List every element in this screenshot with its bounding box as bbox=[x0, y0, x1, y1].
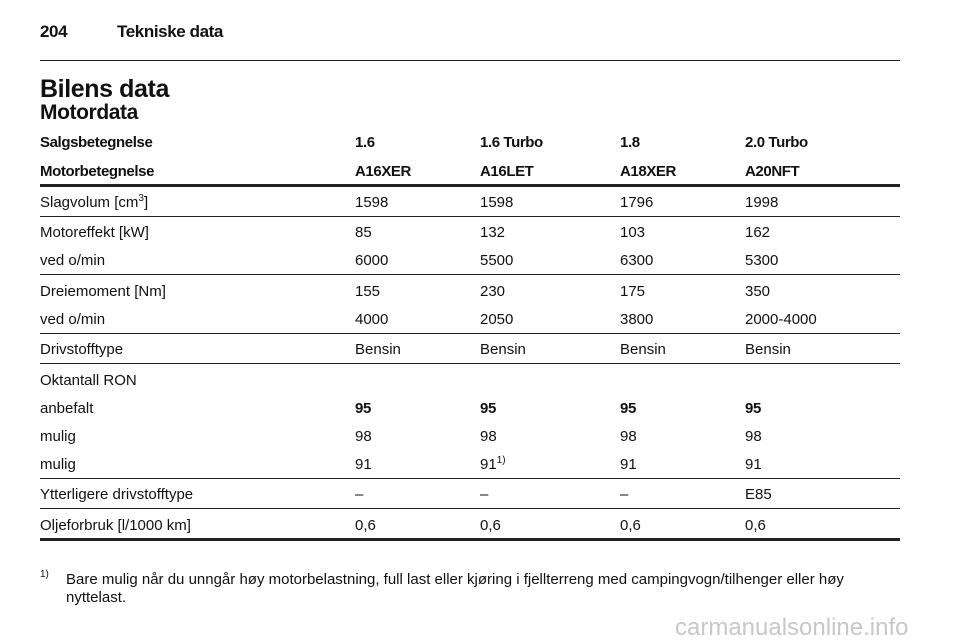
table-cell: 98 bbox=[745, 427, 762, 445]
rule bbox=[40, 274, 900, 275]
cell-text: 95 bbox=[355, 399, 371, 417]
cell-text: ] bbox=[143, 193, 149, 211]
table-cell: ved o/min bbox=[40, 310, 106, 328]
table-cell: 350 bbox=[745, 282, 771, 300]
table-cell: 5500 bbox=[480, 252, 514, 269]
table-cell: 91 bbox=[355, 455, 372, 473]
table-cell: 98 bbox=[355, 427, 372, 445]
table-cell: E85 bbox=[745, 486, 772, 503]
cell-text: 91 bbox=[480, 455, 497, 473]
rule bbox=[40, 215, 900, 217]
table-cell: 95 bbox=[355, 400, 371, 418]
rule bbox=[40, 60, 900, 61]
rule bbox=[40, 537, 900, 541]
table-cell: A20NFT bbox=[745, 163, 800, 180]
superscript: 3 bbox=[138, 192, 144, 204]
table-cell: 2.0 Turbo bbox=[745, 134, 808, 151]
section-title: Tekniske data bbox=[117, 22, 223, 41]
table-cell: 4000 bbox=[355, 310, 389, 328]
table-cell: Drivstofftype bbox=[40, 341, 124, 358]
table-cell: Salgsbetegnelse bbox=[40, 134, 153, 151]
table-cell: 0,6 bbox=[620, 516, 641, 534]
table-cell: 91 bbox=[745, 455, 762, 473]
table-cell: 162 bbox=[745, 224, 771, 241]
table-cell: 98 bbox=[620, 427, 637, 445]
table-cell: – bbox=[620, 486, 629, 503]
table-cell: 95 bbox=[480, 400, 496, 418]
cell-text: Slagvolum [cm bbox=[40, 193, 139, 211]
table-cell: 85 bbox=[355, 224, 372, 241]
table-cell: 911) bbox=[480, 454, 506, 474]
table-cell: Motoreffekt [kW] bbox=[40, 224, 149, 241]
table-cell: 6300 bbox=[620, 252, 654, 269]
table-cell: anbefalt bbox=[40, 399, 94, 417]
page-number: 204 bbox=[40, 22, 68, 41]
table-cell: Dreiemoment [Nm] bbox=[40, 282, 166, 300]
title: Bilens data bbox=[40, 75, 169, 103]
table-cell: 3800 bbox=[620, 310, 654, 328]
table-cell: 95 bbox=[745, 400, 761, 418]
table-cell: 155 bbox=[355, 282, 381, 300]
table-cell: – bbox=[355, 486, 364, 503]
table-cell: A16XER bbox=[355, 163, 411, 180]
table-cell: mulig bbox=[40, 427, 76, 445]
table-cell: 103 bbox=[620, 224, 646, 241]
cell-text: 95 bbox=[745, 399, 761, 417]
table-cell: 1998 bbox=[745, 193, 779, 211]
table-cell: Motorbetegnelse bbox=[40, 163, 155, 180]
table-cell: Ytterligere drivstofftype bbox=[40, 486, 194, 503]
superscript: 1) bbox=[496, 454, 506, 466]
cell-text: 95 bbox=[620, 399, 636, 417]
table-cell: 0,6 bbox=[745, 516, 766, 534]
table-cell: 175 bbox=[620, 282, 646, 300]
table-cell: – bbox=[480, 486, 489, 503]
table-cell: 0,6 bbox=[480, 516, 501, 534]
table-cell: 1598 bbox=[355, 193, 389, 211]
table-cell: 0,6 bbox=[355, 516, 376, 534]
table-cell: 230 bbox=[480, 282, 506, 300]
table-cell: 2050 bbox=[480, 310, 514, 328]
rule bbox=[40, 508, 900, 509]
footnote-text: Bare mulig når du unngår høy motorbelast… bbox=[66, 571, 844, 606]
table-cell: ved o/min bbox=[40, 252, 106, 269]
rule bbox=[40, 332, 900, 334]
table-cell: 91 bbox=[620, 455, 637, 473]
table-cell: A16LET bbox=[480, 163, 534, 180]
table-cell: Slagvolum [cm3] bbox=[40, 192, 149, 212]
table-cell: A18XER bbox=[620, 163, 676, 180]
rule bbox=[40, 363, 900, 364]
table-cell: 1.8 bbox=[620, 134, 640, 151]
table-cell: Bensin bbox=[355, 341, 401, 358]
subtitle: Motordata bbox=[40, 101, 138, 124]
table-cell: 1.6 Turbo bbox=[480, 134, 543, 151]
table-cell: 95 bbox=[620, 400, 636, 418]
rule bbox=[40, 184, 900, 187]
table-cell: 1796 bbox=[620, 193, 654, 211]
table-cell: 2000-4000 bbox=[745, 310, 817, 328]
rule bbox=[40, 477, 900, 479]
table-cell: 98 bbox=[480, 427, 497, 445]
table-cell: 132 bbox=[480, 224, 506, 241]
table-cell: 1.6 bbox=[355, 134, 375, 151]
table-cell: Bensin bbox=[480, 341, 526, 358]
table-cell: 6000 bbox=[355, 252, 389, 269]
table-cell: Bensin bbox=[745, 341, 791, 358]
table-cell: Bensin bbox=[620, 341, 666, 358]
table-cell: Oktantall RON bbox=[40, 371, 137, 389]
table-cell: 1598 bbox=[480, 193, 514, 211]
watermark: carmanualsonline.info bbox=[675, 614, 909, 641]
table-cell: 5300 bbox=[745, 252, 779, 269]
table-cell: mulig bbox=[40, 455, 76, 473]
table-cell: Oljeforbruk [l/1000 km] bbox=[40, 516, 191, 534]
footnote-mark: 1) bbox=[40, 569, 49, 580]
cell-text: 95 bbox=[480, 399, 496, 417]
